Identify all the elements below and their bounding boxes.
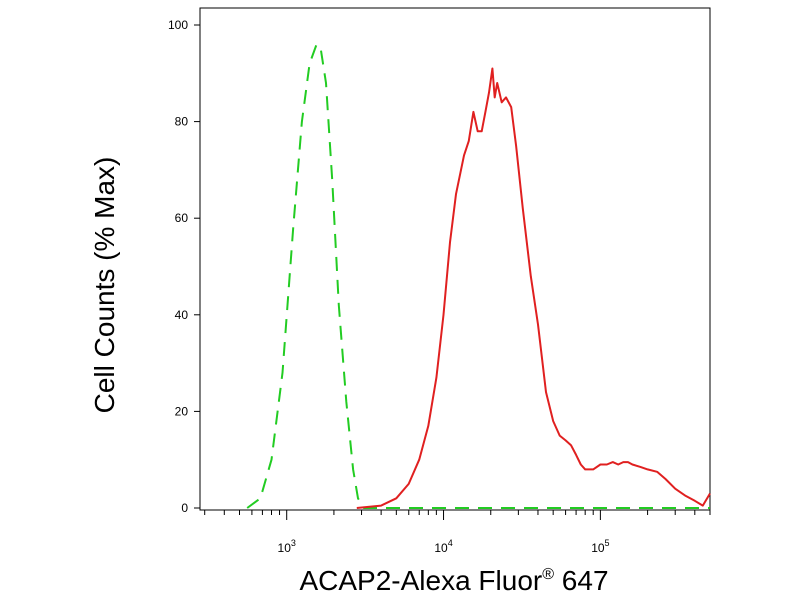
- x-axis-title-main: ACAP2-Alexa Fluor: [299, 565, 542, 596]
- x-axis-title: ACAP2-Alexa Fluor® 647: [299, 565, 608, 596]
- series-line-green-dashed: [246, 43, 710, 509]
- x-tick-label: 105: [591, 538, 609, 555]
- y-tick-label: 100: [168, 18, 188, 32]
- y-tick-label: 40: [175, 308, 189, 322]
- y-axis: 0 20 40 60 80 100: [168, 18, 200, 515]
- plot-frame: [199, 7, 711, 511]
- series-line-red: [356, 67, 711, 509]
- x-axis-title-suffix: 647: [554, 565, 609, 596]
- y-tick-label: 0: [181, 501, 188, 515]
- x-axis: 103 104 105: [204, 510, 711, 555]
- y-axis-title: Cell Counts (% Max): [89, 157, 120, 414]
- x-tick-label: 103: [278, 538, 296, 555]
- x-axis-title-superscript: ®: [542, 566, 554, 583]
- x-tick-label: 104: [434, 538, 452, 555]
- y-tick-label: 80: [175, 115, 189, 129]
- y-tick-label: 20: [175, 404, 189, 418]
- y-tick-label: 60: [175, 211, 189, 225]
- series-layer: [246, 43, 711, 509]
